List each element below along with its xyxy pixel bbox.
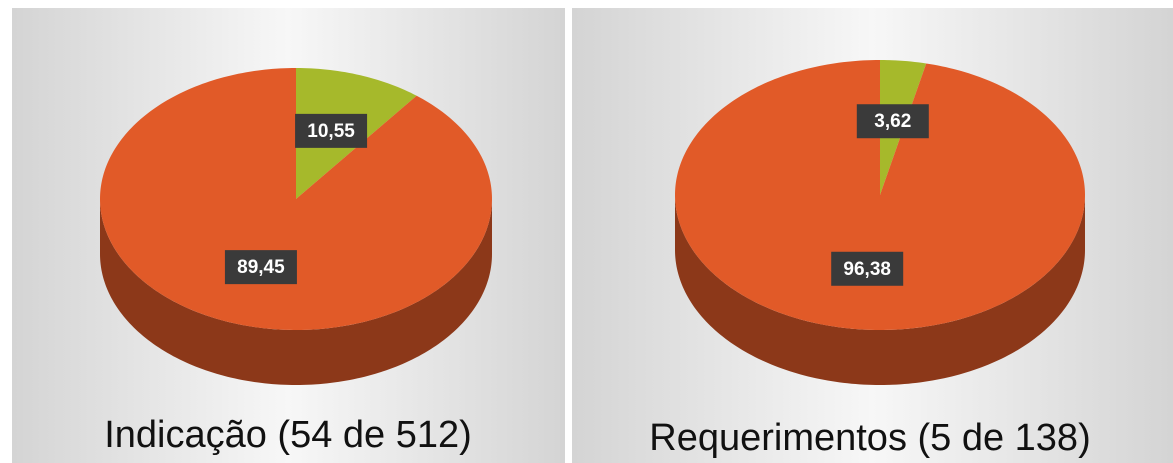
pie-slice <box>675 60 1085 330</box>
data-label: 89,45 <box>237 257 285 278</box>
chart-title: Indicação (54 de 512) <box>104 414 472 456</box>
pie-slice <box>100 68 492 330</box>
chart-title: Requerimentos (5 de 138) <box>649 417 1090 459</box>
label-box <box>831 251 904 286</box>
pie-side <box>675 195 1085 385</box>
pie-side <box>100 199 492 385</box>
data-label: 3,62 <box>874 111 911 132</box>
label-box <box>224 250 297 285</box>
label-box <box>295 113 368 148</box>
data-label: 96,38 <box>843 259 891 280</box>
label-box <box>856 104 929 139</box>
data-label: 10,55 <box>307 121 355 142</box>
